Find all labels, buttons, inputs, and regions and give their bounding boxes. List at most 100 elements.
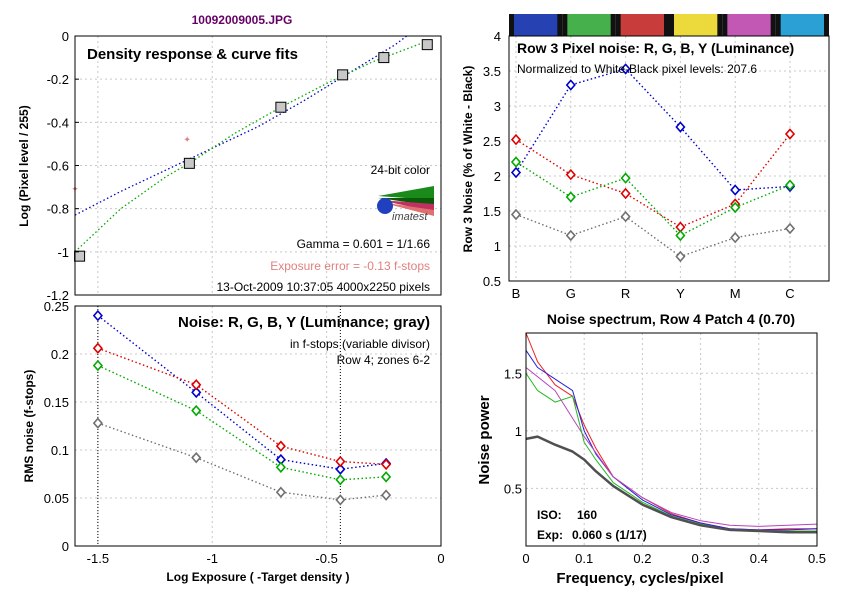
pixel-noise-x-tick-label: C <box>785 286 794 301</box>
pixel-noise-marker <box>675 229 686 242</box>
pixel-noise-marker <box>510 156 522 168</box>
rms-noise-marker <box>191 404 202 417</box>
rms-noise-marker <box>275 461 286 473</box>
pixel-noise-x-tick-label: M <box>730 286 741 301</box>
density-data-square <box>421 39 433 51</box>
rms-noise-y-tick-label: 0.05 <box>44 491 69 506</box>
spectrum-y-tick-label: 0.5 <box>504 481 522 496</box>
pixel-noise-marker <box>510 166 522 179</box>
pixel-noise-y-tick-label: 2.5 <box>483 134 501 149</box>
density-data-square <box>337 69 349 81</box>
pixel-noise-marker <box>730 231 741 244</box>
spectrum-line-2 <box>525 367 818 527</box>
pixel-noise-marker <box>620 210 631 223</box>
rms-noise-marker <box>92 359 103 372</box>
rms-noise-marker <box>381 471 392 483</box>
rms-noise-y-tick-label: 0.1 <box>51 443 69 458</box>
pixel-noise-title: Row 3 Pixel noise: R, G, B, Y (Luminance… <box>517 40 794 56</box>
pixel-noise-marker <box>784 128 796 140</box>
density-y-tick-label: 0 <box>62 29 69 44</box>
rms-noise-line-3 <box>97 422 387 501</box>
color-bar-patch-B <box>514 14 558 36</box>
rms-noise-marker <box>335 455 346 468</box>
noise-spectrum-y-label: Noise power <box>476 395 493 484</box>
density-y-tick-label: -0.4 <box>47 115 69 130</box>
timestamp-label: 13-Oct-2009 10:37:05 4000x2250 pixels <box>217 280 431 294</box>
rms-noise-y-tick-label: 0.15 <box>44 395 69 410</box>
rms-noise-y-tick-label: 0.2 <box>51 347 69 362</box>
noise-spectrum-plot-area <box>526 333 817 546</box>
pixel-noise-y-tick-label: 4 <box>494 29 501 44</box>
density-data-square <box>183 157 195 169</box>
rms-noise-x-tick-label: -1.5 <box>87 551 109 566</box>
density-data-square <box>378 52 390 64</box>
exposure-label: Exp: <box>537 528 563 542</box>
density-data-square <box>74 250 86 262</box>
rms-noise-y-label: RMS noise (f-stops) <box>22 370 36 483</box>
rms-noise-x-tick-label: -0.5 <box>315 551 337 566</box>
density-y-tick-label: -0.2 <box>47 72 69 87</box>
pixel-noise-subtitle: Normalized to White-Black pixel levels: … <box>517 62 757 76</box>
logo-sphere-icon <box>377 198 393 214</box>
noise-spectrum-title: Noise spectrum, Row 4 Patch 4 (0.70) <box>547 311 795 327</box>
noise-spectrum-panel: Noise spectrum, Row 4 Patch 4 (0.70) ISO… <box>476 311 826 587</box>
density-y-tick-label: -0.8 <box>47 202 69 217</box>
rms-noise-marker <box>275 440 286 452</box>
density-y-tick-label: -1 <box>57 245 69 260</box>
pixel-noise-x-tick-label: B <box>512 286 521 301</box>
exposure-value: 0.060 s (1/17) <box>572 528 647 542</box>
pixel-noise-y-tick-label: 3.5 <box>483 64 501 79</box>
pixel-noise-marker <box>510 133 522 146</box>
density-plot-frame <box>74 35 442 296</box>
spectrum-x-tick-label: 0.5 <box>808 551 826 566</box>
noise-spectrum-x-label: Frequency, cycles/pixel <box>556 570 723 587</box>
spectrum-x-tick-label: 0.3 <box>692 551 710 566</box>
pixel-noise-panel: Row 3 Pixel noise: R, G, B, Y (Luminance… <box>461 14 830 301</box>
spectrum-y-tick-label: 1 <box>515 424 522 439</box>
spectrum-x-tick-label: 0.1 <box>575 551 593 566</box>
density-y-label: Log (Pixel level / 255) <box>17 105 31 226</box>
rms-noise-marker <box>335 463 346 475</box>
density-title: Density response & curve fits <box>87 46 298 63</box>
rms-noise-note-1: in f-stops (variable divisor) <box>290 337 430 351</box>
rms-noise-marker <box>335 494 346 506</box>
color-bar-patch-C <box>780 14 824 36</box>
color-bar-patch-G <box>567 14 611 36</box>
rms-noise-marker <box>191 451 202 464</box>
density-response-panel: ✦✦ Density response & curve fits 24-bit … <box>17 29 442 303</box>
pixel-noise-y-tick-label: 1 <box>494 239 501 254</box>
pixel-noise-marker <box>675 250 686 263</box>
rms-noise-marker <box>275 486 286 498</box>
rms-noise-note-2: Row 4; zones 6-2 <box>337 353 431 367</box>
density-outlier-point: ✦ <box>183 135 191 145</box>
rms-noise-plot-frame <box>74 305 442 547</box>
pixel-noise-x-tick-label: G <box>566 286 576 301</box>
pixel-noise-marker <box>620 187 631 200</box>
pixel-noise-line-0 <box>515 68 791 191</box>
density-y-tick-label: -1.2 <box>47 288 69 303</box>
spectrum-line-4 <box>525 435 817 534</box>
pixel-noise-marker <box>620 172 631 184</box>
pixel-noise-marker <box>620 63 631 75</box>
rms-noise-marker <box>381 489 392 501</box>
color-bar-patch-M <box>727 14 771 36</box>
spectrum-x-tick-label: 0.4 <box>750 551 768 566</box>
pixel-noise-marker <box>730 184 741 196</box>
rms-noise-y-tick-label: 0 <box>62 539 69 554</box>
density-y-tick-label: -0.6 <box>47 159 69 174</box>
pixel-noise-y-tick-label: 2 <box>494 169 501 184</box>
iso-label: ISO: <box>537 508 562 522</box>
rms-noise-marker <box>381 458 392 471</box>
color-bar-patch-Y <box>674 14 718 36</box>
pixel-noise-y-label: Row 3 Noise (% of White - Black) <box>461 66 475 253</box>
pixel-noise-plot-area <box>509 36 829 281</box>
density-data-square <box>275 101 287 113</box>
pixel-noise-y-tick-label: 0.5 <box>483 274 501 289</box>
rms-noise-x-label: Log Exposure ( -Target density ) <box>166 570 349 584</box>
rms-noise-line-2 <box>97 364 387 481</box>
pixel-noise-line-3 <box>515 213 791 258</box>
rms-noise-marker <box>92 342 103 354</box>
rms-noise-marker <box>191 386 202 399</box>
pixel-noise-marker <box>565 79 576 91</box>
rms-noise-marker <box>92 309 103 322</box>
